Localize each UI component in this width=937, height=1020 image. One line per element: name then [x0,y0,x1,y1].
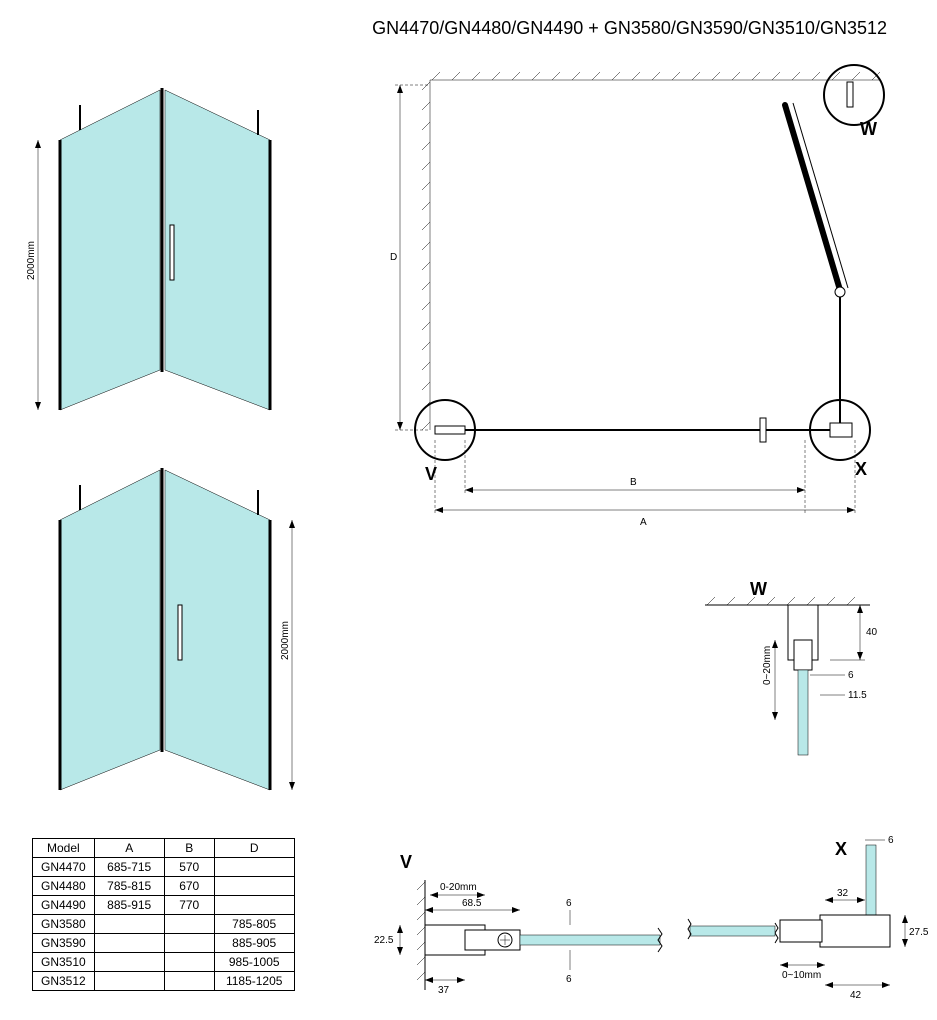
table-cell [164,953,214,972]
detail-V: V 0-20mm 68.5 6 6 22.5 37 [370,850,680,1010]
detail-X: X 6 32 27.5 0~10mm 42 [680,820,930,1010]
table-cell [164,915,214,934]
table-cell: 885-905 [214,934,294,953]
table-row: GN4480785-815670 [33,877,295,896]
table-cell: GN4470 [33,858,95,877]
col-A: A [94,839,164,858]
dim-W-115: 11.5 [848,690,867,701]
table-cell: 570 [164,858,214,877]
table-cell: 770 [164,896,214,915]
table-cell: 885-915 [94,896,164,915]
col-D: D [214,839,294,858]
dim-V-225: 22.5 [374,935,394,946]
dim-X-32: 32 [837,888,849,899]
dim-W-6: 6 [848,670,854,681]
table-row: GN3510 985-1005 [33,953,295,972]
table-cell: GN3512 [33,972,95,991]
dim-V-685: 68.5 [462,898,482,909]
table-cell: 785-815 [94,877,164,896]
dim-V-37: 37 [438,985,450,996]
col-B: B [164,839,214,858]
detail-X-label: X [835,839,847,859]
table-row: GN3512 1185-1205 [33,972,295,991]
table-cell: 785-805 [214,915,294,934]
label-X: X [855,459,867,479]
table-cell: 1185-1205 [214,972,294,991]
table-row: GN3590 885-905 [33,934,295,953]
detail-W: W 40 6 11.5 0~20mm [690,580,910,790]
dim-X-6: 6 [888,835,894,846]
table-cell [94,915,164,934]
table-cell: GN4480 [33,877,95,896]
table-cell [164,972,214,991]
table-cell [164,934,214,953]
table-row: GN3580 785-805 [33,915,295,934]
table-cell: GN3580 [33,915,95,934]
drawing-title: GN4470/GN4480/GN4490 + GN3580/GN3590/GN3… [372,18,887,39]
dim-X-010: 0~10mm [782,970,821,981]
detail-V-label: V [400,852,412,872]
dim-V-6b: 6 [566,974,572,985]
dim-A: A [640,517,647,528]
dim-B: B [630,477,637,488]
spec-table: Model A B D GN4470685-715570GN4480785-81… [32,838,295,991]
table-cell [214,877,294,896]
plan-view: W V X D B A [360,60,920,540]
table-cell: 670 [164,877,214,896]
table-cell: GN3590 [33,934,95,953]
table-cell: 985-1005 [214,953,294,972]
iso-view-2: 2000mm [20,440,320,820]
height-dim-1: 2000mm [26,241,37,280]
table-cell [214,858,294,877]
dim-X-275: 27.5 [909,927,929,938]
iso-view-1: 2000mm [20,60,300,420]
table-row: GN4470685-715570 [33,858,295,877]
table-cell [214,896,294,915]
table-cell [94,972,164,991]
dim-V-6a: 6 [566,898,572,909]
table-cell: 685-715 [94,858,164,877]
dim-D: D [390,252,397,263]
table-cell: GN4490 [33,896,95,915]
col-model: Model [33,839,95,858]
dim-V-020: 0-20mm [440,882,477,893]
table-cell [94,934,164,953]
label-W: W [860,119,877,139]
spec-table-header: Model A B D [33,839,295,858]
dim-W-range: 0~20mm [762,646,773,685]
dim-X-42: 42 [850,990,862,1001]
table-row: GN4490885-915770 [33,896,295,915]
height-dim-2: 2000mm [280,621,291,660]
dim-W-40: 40 [866,627,878,638]
table-cell [94,953,164,972]
detail-W-label: W [750,580,767,599]
table-cell: GN3510 [33,953,95,972]
